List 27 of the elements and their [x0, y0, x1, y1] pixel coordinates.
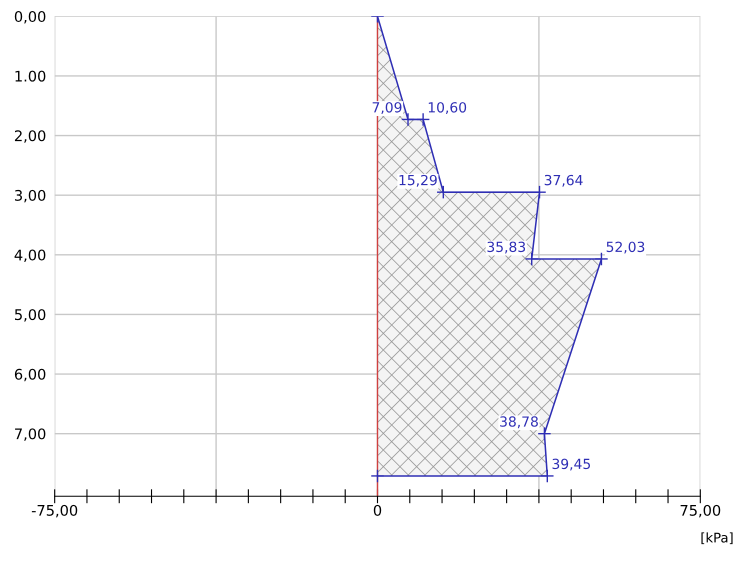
y-tick-label: 2,00: [14, 130, 46, 143]
annotation: 38,78: [500, 416, 538, 428]
y-tick-label: 5,00: [15, 309, 46, 322]
x-tick-label: 75,00: [680, 504, 720, 518]
point: [401, 112, 415, 126]
point: [416, 112, 430, 126]
annotation: 39,45: [552, 458, 590, 471]
y-tick-label: 0,00: [14, 11, 46, 24]
annotation: 10,60: [428, 102, 466, 114]
point: [537, 426, 552, 441]
annotation: 7,09: [372, 102, 402, 114]
point: [540, 469, 554, 483]
y-tick-label: 1.00: [15, 70, 46, 82]
y-tick-label: 7,00: [15, 428, 46, 441]
x-tick-label: -75,00: [32, 504, 78, 518]
x-tick-label: 0: [374, 504, 382, 516]
point: [524, 252, 539, 266]
x-axis-title: [kPa]: [701, 532, 733, 544]
annotation: 15,29: [400, 174, 437, 187]
y-tick-label: 3,00: [14, 190, 46, 202]
y-tick-label: 4,00: [14, 250, 46, 262]
point: [594, 252, 608, 266]
annotation: 37,64: [544, 174, 583, 187]
y-tick-label: 6,00: [14, 368, 46, 382]
point: [370, 469, 384, 483]
annotation: 52,03: [606, 242, 644, 254]
annotation: 35,83: [487, 242, 526, 254]
